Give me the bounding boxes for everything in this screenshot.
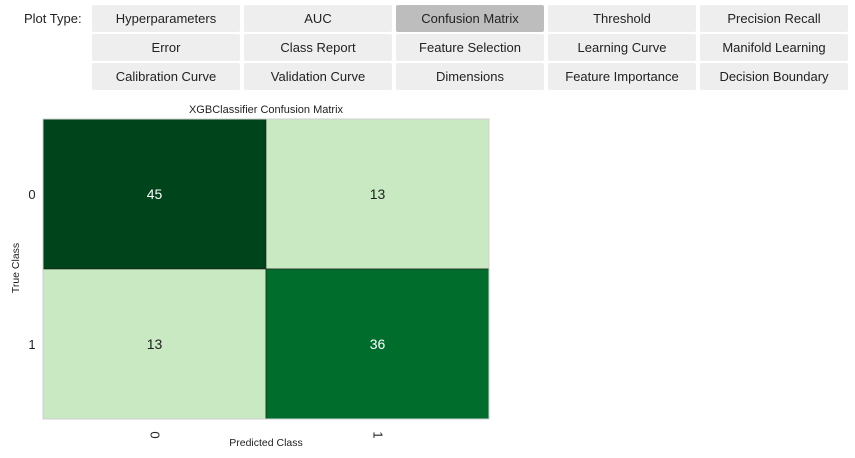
plot-type-button-confusion-matrix[interactable]: Confusion Matrix [396,5,544,32]
plot-type-button-feature-importance[interactable]: Feature Importance [548,63,696,90]
matrix-cell-value-0-1: 13 [370,186,386,202]
y-axis-label: True Class [10,243,22,293]
confusion-matrix-svg: XGBClassifier Confusion Matrix 45 13 13 36 0… [10,104,490,449]
plot-type-button-decision-boundary[interactable]: Decision Boundary [700,63,848,90]
plot-type-button-validation-curve[interactable]: Validation Curve [244,63,392,90]
plot-type-button-manifold-learning[interactable]: Manifold Learning [700,34,848,61]
matrix-cell-value-1-1: 36 [370,336,386,352]
plot-type-button-precision-recall[interactable]: Precision Recall [700,5,848,32]
y-tick-label-1: 1 [28,337,35,352]
matrix-cell-1-0 [42,268,267,420]
plot-type-button-learning-curve[interactable]: Learning Curve [548,34,696,61]
plot-type-button-auc[interactable]: AUC [244,5,392,32]
x-tick-label-0: 0 [148,431,163,438]
plot-type-button-calibration-curve[interactable]: Calibration Curve [92,63,240,90]
chart-title: XGBClassifier Confusion Matrix [189,104,344,116]
plot-type-label: Plot Type: [24,11,82,26]
matrix-frame [42,118,490,420]
matrix-cell-value-1-0: 13 [147,336,163,352]
plot-type-button-feature-selection[interactable]: Feature Selection [396,34,544,61]
y-tick-label-0: 0 [28,187,35,202]
matrix-cell-0-0 [42,118,267,270]
x-tick-label-1: 1 [371,431,386,438]
x-axis-label: Predicted Class [229,437,303,449]
plot-type-button-threshold[interactable]: Threshold [548,5,696,32]
plot-type-button-grid: Hyperparameters AUC Confusion Matrix Thresh… [92,5,848,90]
plot-type-button-error[interactable]: Error [92,34,240,61]
matrix-cell-1-1 [265,268,490,420]
matrix-cell-0-1 [265,118,490,270]
plot-type-button-class-report[interactable]: Class Report [244,34,392,61]
matrix-cell-value-0-0: 45 [147,186,163,202]
plot-type-button-dimensions[interactable]: Dimensions [396,63,544,90]
confusion-matrix-chart: XGBClassifier Confusion Matrix 45 13 13 36 0… [0,96,520,453]
plot-type-button-hyperparameters[interactable]: Hyperparameters [92,5,240,32]
